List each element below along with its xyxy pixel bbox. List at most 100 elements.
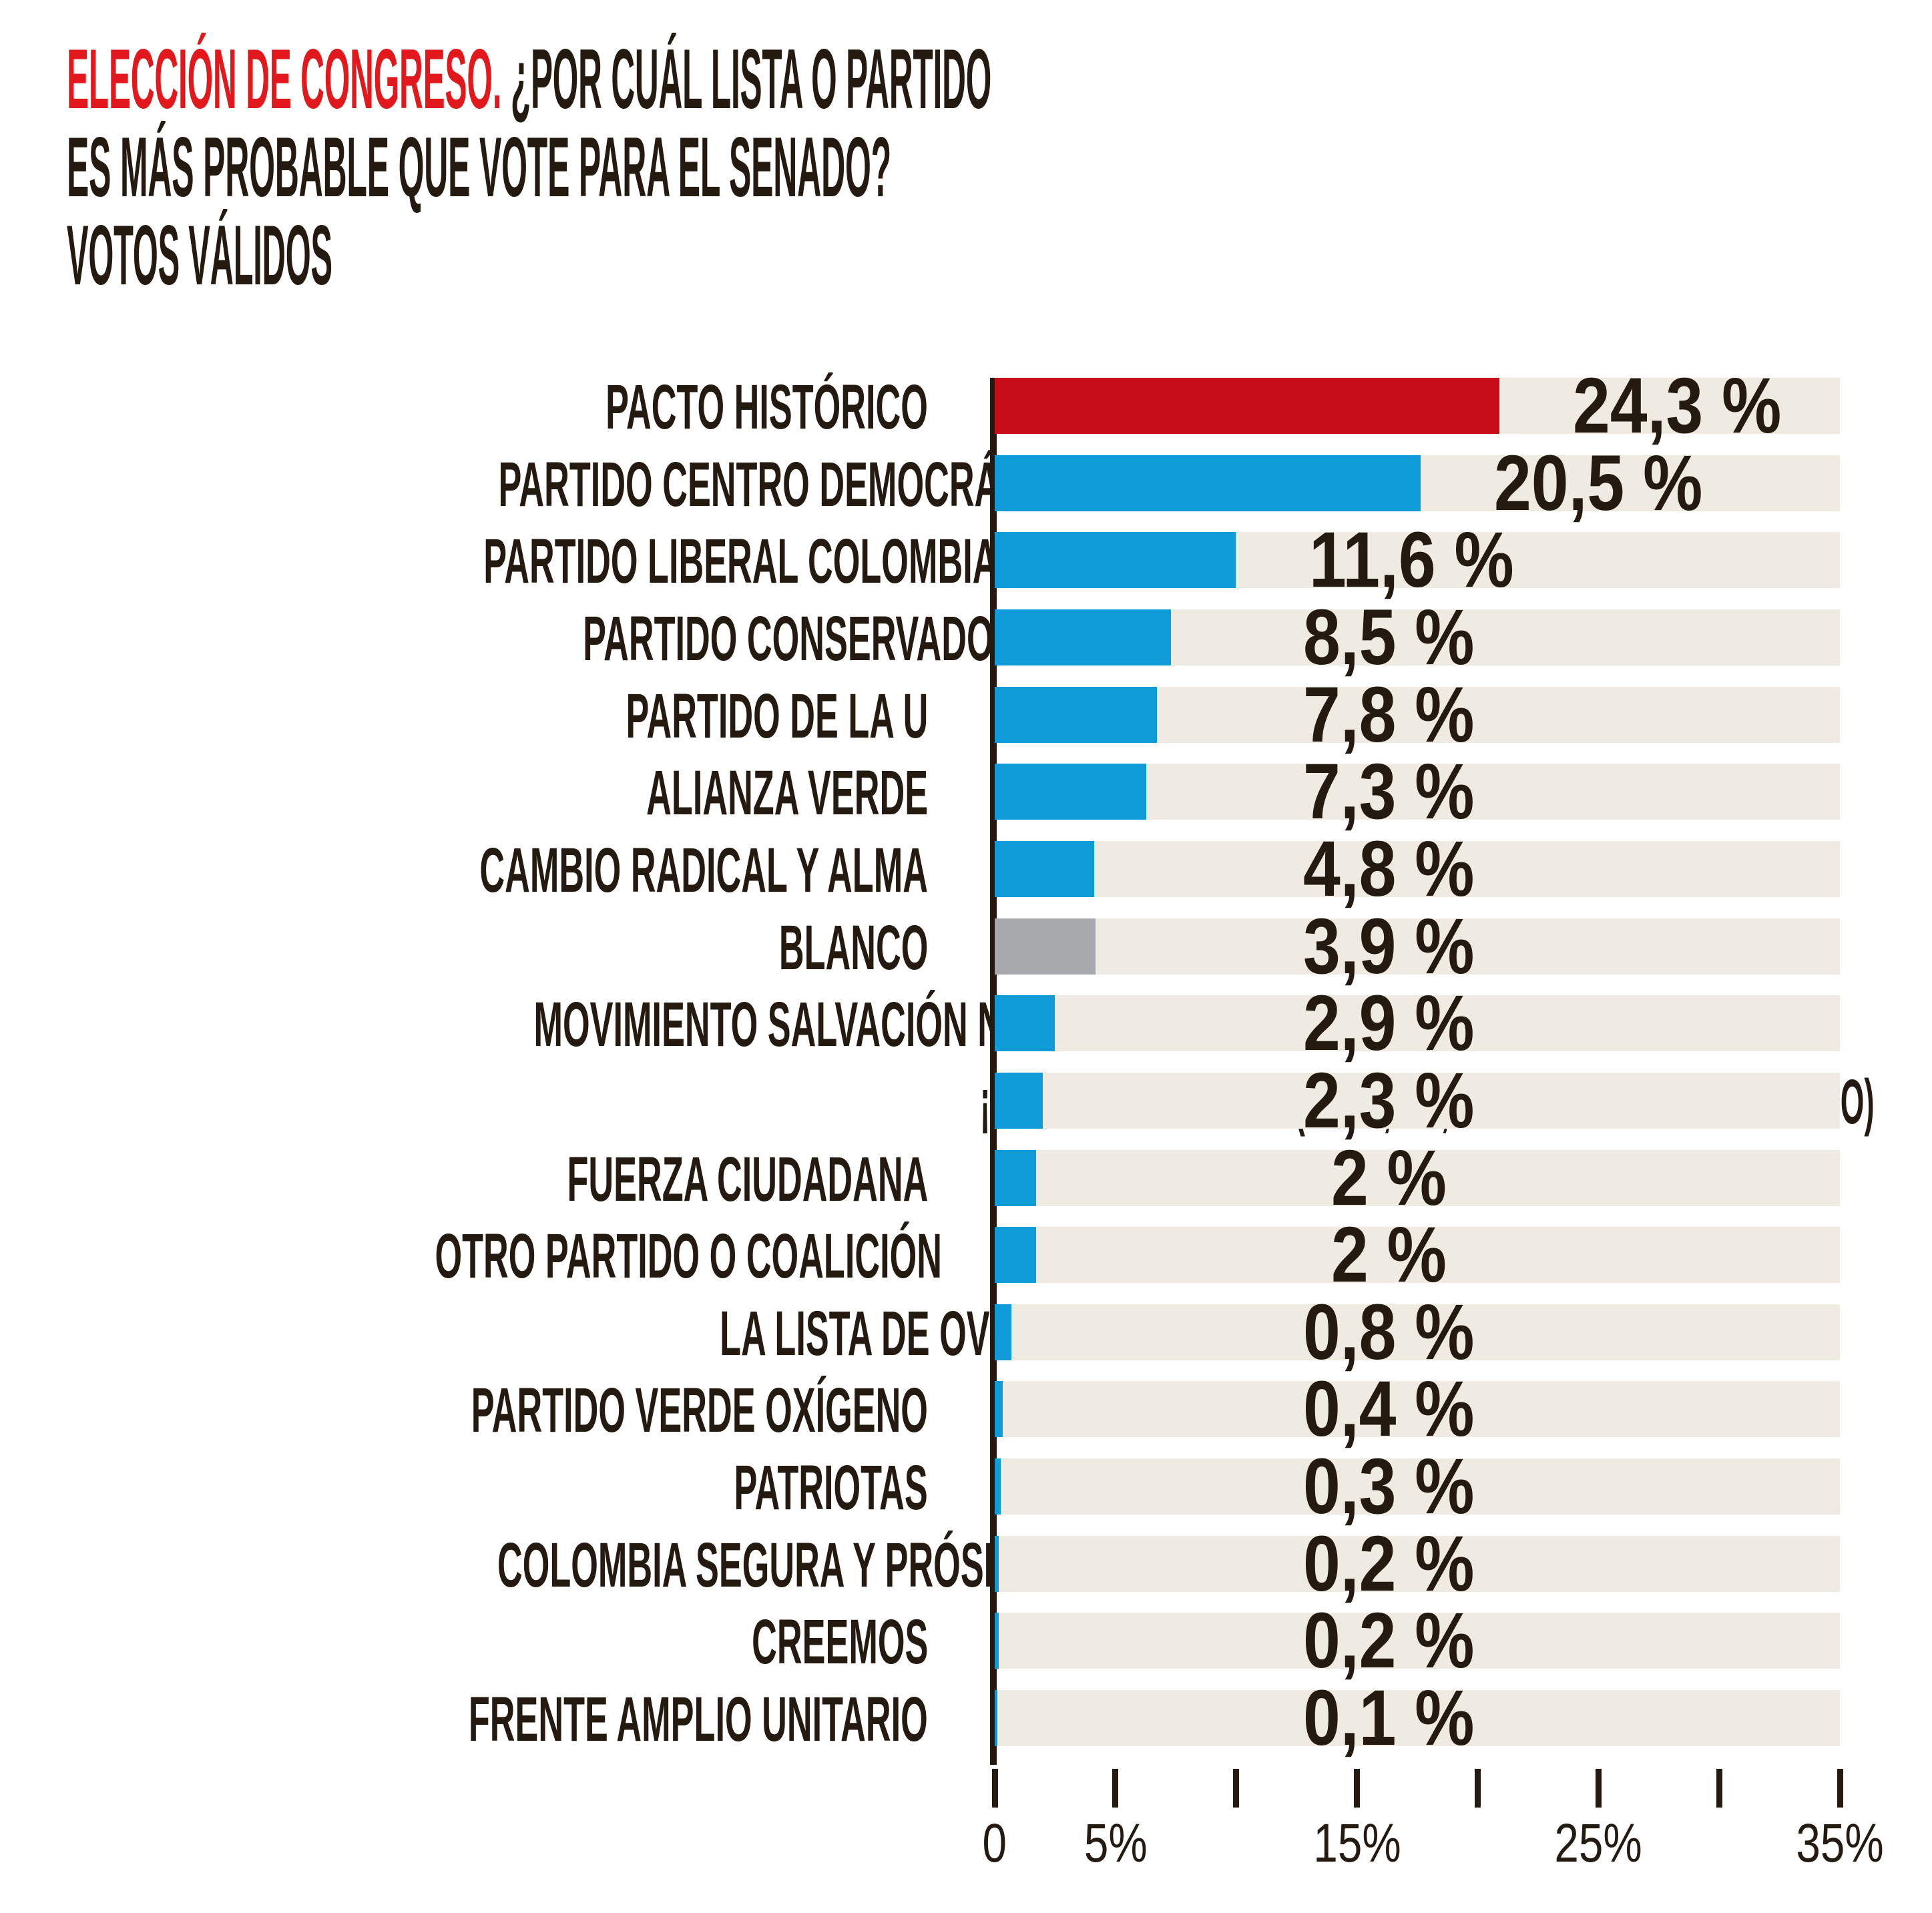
x-axis-tick-label: 35% bbox=[1796, 1813, 1884, 1874]
value-label: 2 % bbox=[1331, 1134, 1447, 1222]
value-label: 7,8 % bbox=[1303, 671, 1475, 759]
bar-track bbox=[995, 1613, 1840, 1669]
bar bbox=[995, 378, 1499, 434]
chart-row: MOVIMIENTO SALVACIÓN NACIONAL 2,9 % bbox=[0, 979, 1932, 1067]
bar bbox=[995, 1613, 999, 1669]
bar-track bbox=[995, 1381, 1840, 1437]
chart-row: PARTIDO DE LA U 7,8 % bbox=[0, 671, 1932, 759]
y-axis-line bbox=[990, 378, 997, 1765]
x-axis-tick bbox=[1596, 1769, 1602, 1808]
bar bbox=[995, 1150, 1036, 1206]
chart-row: LA LISTA DE OVIEDO - CON TODA POR COLOMB… bbox=[0, 1288, 1932, 1376]
bar bbox=[995, 1536, 999, 1592]
bar bbox=[995, 1381, 1003, 1437]
bar-track bbox=[995, 1304, 1840, 1360]
category-label: COLOMBIA SEGURA Y PRÓSPERA bbox=[497, 1530, 1081, 1601]
value-label: 0,2 % bbox=[1303, 1520, 1475, 1608]
value-label: 7,3 % bbox=[1303, 748, 1475, 836]
x-axis-tick-label: 15% bbox=[1313, 1813, 1401, 1874]
x-axis-tick bbox=[1837, 1769, 1843, 1808]
bar bbox=[995, 918, 1096, 975]
category-label: MOVIMIENTO SALVACIÓN NACIONAL bbox=[533, 989, 1162, 1060]
value-label: 0,2 % bbox=[1303, 1597, 1475, 1685]
bar bbox=[995, 1690, 997, 1746]
value-label: 0,8 % bbox=[1303, 1288, 1475, 1376]
x-axis-tick-label: 0 bbox=[982, 1813, 1007, 1874]
title-line-1: ELECCIÓN DE CONGRESO. ¿POR CUÁL LISTA O … bbox=[67, 35, 1932, 123]
category-label: BLANCO bbox=[778, 912, 928, 983]
chart-row: CREEMOS 0,2 % bbox=[0, 1597, 1932, 1685]
bar-track bbox=[995, 1073, 1840, 1129]
value-label: 0,3 % bbox=[1303, 1442, 1475, 1531]
category-label: PARTIDO DE LA U bbox=[626, 681, 928, 752]
value-label: 20,5 % bbox=[1494, 439, 1703, 527]
title-question-part1: ¿POR CUÁL LISTA O PARTIDO bbox=[501, 31, 992, 126]
x-axis-tick bbox=[1112, 1769, 1118, 1808]
chart-row: PACTO HISTÓRICO 24,3 % bbox=[0, 362, 1932, 450]
x-axis-tick bbox=[1233, 1769, 1239, 1808]
chart-row: CAMBIO RADICAL Y ALMA 4,8 % bbox=[0, 825, 1932, 913]
value-label: 24,3 % bbox=[1573, 362, 1782, 450]
chart-row: PATRIOTAS 0,3 % bbox=[0, 1442, 1932, 1531]
value-label: 2 % bbox=[1331, 1211, 1447, 1299]
value-label: 2,3 % bbox=[1303, 1057, 1475, 1145]
category-label: FRENTE AMPLIO UNITARIO bbox=[469, 1684, 928, 1755]
bar bbox=[995, 687, 1157, 743]
bar bbox=[995, 1227, 1036, 1283]
title-line-2: ES MÁS PROBABLE QUE VOTE PARA EL SENADO? bbox=[67, 123, 1932, 211]
bar-track bbox=[995, 1227, 1840, 1283]
chart-row: PARTIDO CONSERVADOR COLOMBIANO 8,5 % bbox=[0, 593, 1932, 681]
chart-row: ALIANZA VERDE 7,3 % bbox=[0, 748, 1932, 836]
bar-track bbox=[995, 1690, 1840, 1746]
chart-row: OTRO PARTIDO O COALICIÓN 2 % bbox=[0, 1211, 1932, 1299]
bar-track bbox=[995, 1458, 1840, 1515]
title-subtitle: VOTOS VÁLIDOS bbox=[67, 208, 332, 302]
chart-row: PARTIDO VERDE OXÍGENO 0,4 % bbox=[0, 1365, 1932, 1453]
value-label: 0,4 % bbox=[1303, 1365, 1475, 1453]
category-label: ALIANZA VERDE bbox=[646, 758, 928, 828]
title-kicker: ELECCIÓN DE CONGRESO. bbox=[67, 31, 502, 126]
bar-track bbox=[995, 918, 1840, 975]
category-label: PACTO HISTÓRICO bbox=[606, 372, 928, 443]
chart-row: FRENTE AMPLIO UNITARIO 0,1 % bbox=[0, 1679, 1932, 1757]
x-axis-tick-label: 25% bbox=[1554, 1813, 1642, 1874]
value-label: 11,6 % bbox=[1309, 516, 1514, 604]
x-axis-tick-label: 5% bbox=[1083, 1813, 1148, 1874]
bar bbox=[995, 995, 1055, 1051]
value-label: 8,5 % bbox=[1303, 593, 1475, 681]
bar bbox=[995, 1073, 1043, 1129]
bar-track bbox=[995, 841, 1840, 897]
bar bbox=[995, 764, 1146, 820]
category-label: LA LISTA DE OVIEDO - CON TODA POR COLOMB… bbox=[720, 1298, 1575, 1369]
title-line-3: VOTOS VÁLIDOS bbox=[67, 211, 1932, 299]
category-label: PARTIDO LIBERAL COLOMBIANO bbox=[483, 526, 1050, 597]
bar-track bbox=[995, 1150, 1840, 1206]
bar-track bbox=[995, 1536, 1840, 1592]
category-label: ¡AHORA COLOMBIA! (MIRA, NL, DIGNIDAD & C… bbox=[20, 1071, 1875, 1134]
chart-row: PARTIDO LIBERAL COLOMBIANO 11,6 % bbox=[0, 516, 1932, 604]
value-label: 2,9 % bbox=[1303, 979, 1475, 1067]
category-label: PARTIDO CENTRO DEMOCRÁTICO bbox=[498, 449, 1083, 520]
chart-row: COLOMBIA SEGURA Y PRÓSPERA 0,2 % bbox=[0, 1520, 1932, 1608]
chart-title: ELECCIÓN DE CONGRESO. ¿POR CUÁL LISTA O … bbox=[67, 35, 1932, 299]
bar-track bbox=[995, 995, 1840, 1051]
category-label: OTRO PARTIDO O COALICIÓN bbox=[435, 1221, 942, 1292]
bar bbox=[995, 609, 1171, 665]
value-label: 4,8 % bbox=[1303, 825, 1475, 913]
category-label: CREEMOS bbox=[751, 1607, 928, 1677]
x-axis-tick bbox=[992, 1769, 998, 1808]
bar bbox=[995, 1304, 1011, 1360]
chart-row: PARTIDO CENTRO DEMOCRÁTICO 20,5 % bbox=[0, 439, 1932, 527]
chart-row: BLANCO 3,9 % bbox=[0, 907, 1932, 986]
category-label: PARTIDO VERDE OXÍGENO bbox=[471, 1375, 928, 1446]
bar bbox=[995, 455, 1421, 511]
bar bbox=[995, 841, 1094, 897]
chart-row: FUERZA CIUDADANA 2 % bbox=[0, 1134, 1932, 1222]
bar bbox=[995, 1458, 1001, 1515]
category-label: PARTIDO CONSERVADOR COLOMBIANO bbox=[583, 603, 1271, 674]
category-label: FUERZA CIUDADANA bbox=[567, 1144, 928, 1215]
category-label: PATRIOTAS bbox=[734, 1452, 928, 1523]
x-axis-tick bbox=[1354, 1769, 1360, 1808]
x-axis-tick bbox=[1716, 1769, 1722, 1808]
